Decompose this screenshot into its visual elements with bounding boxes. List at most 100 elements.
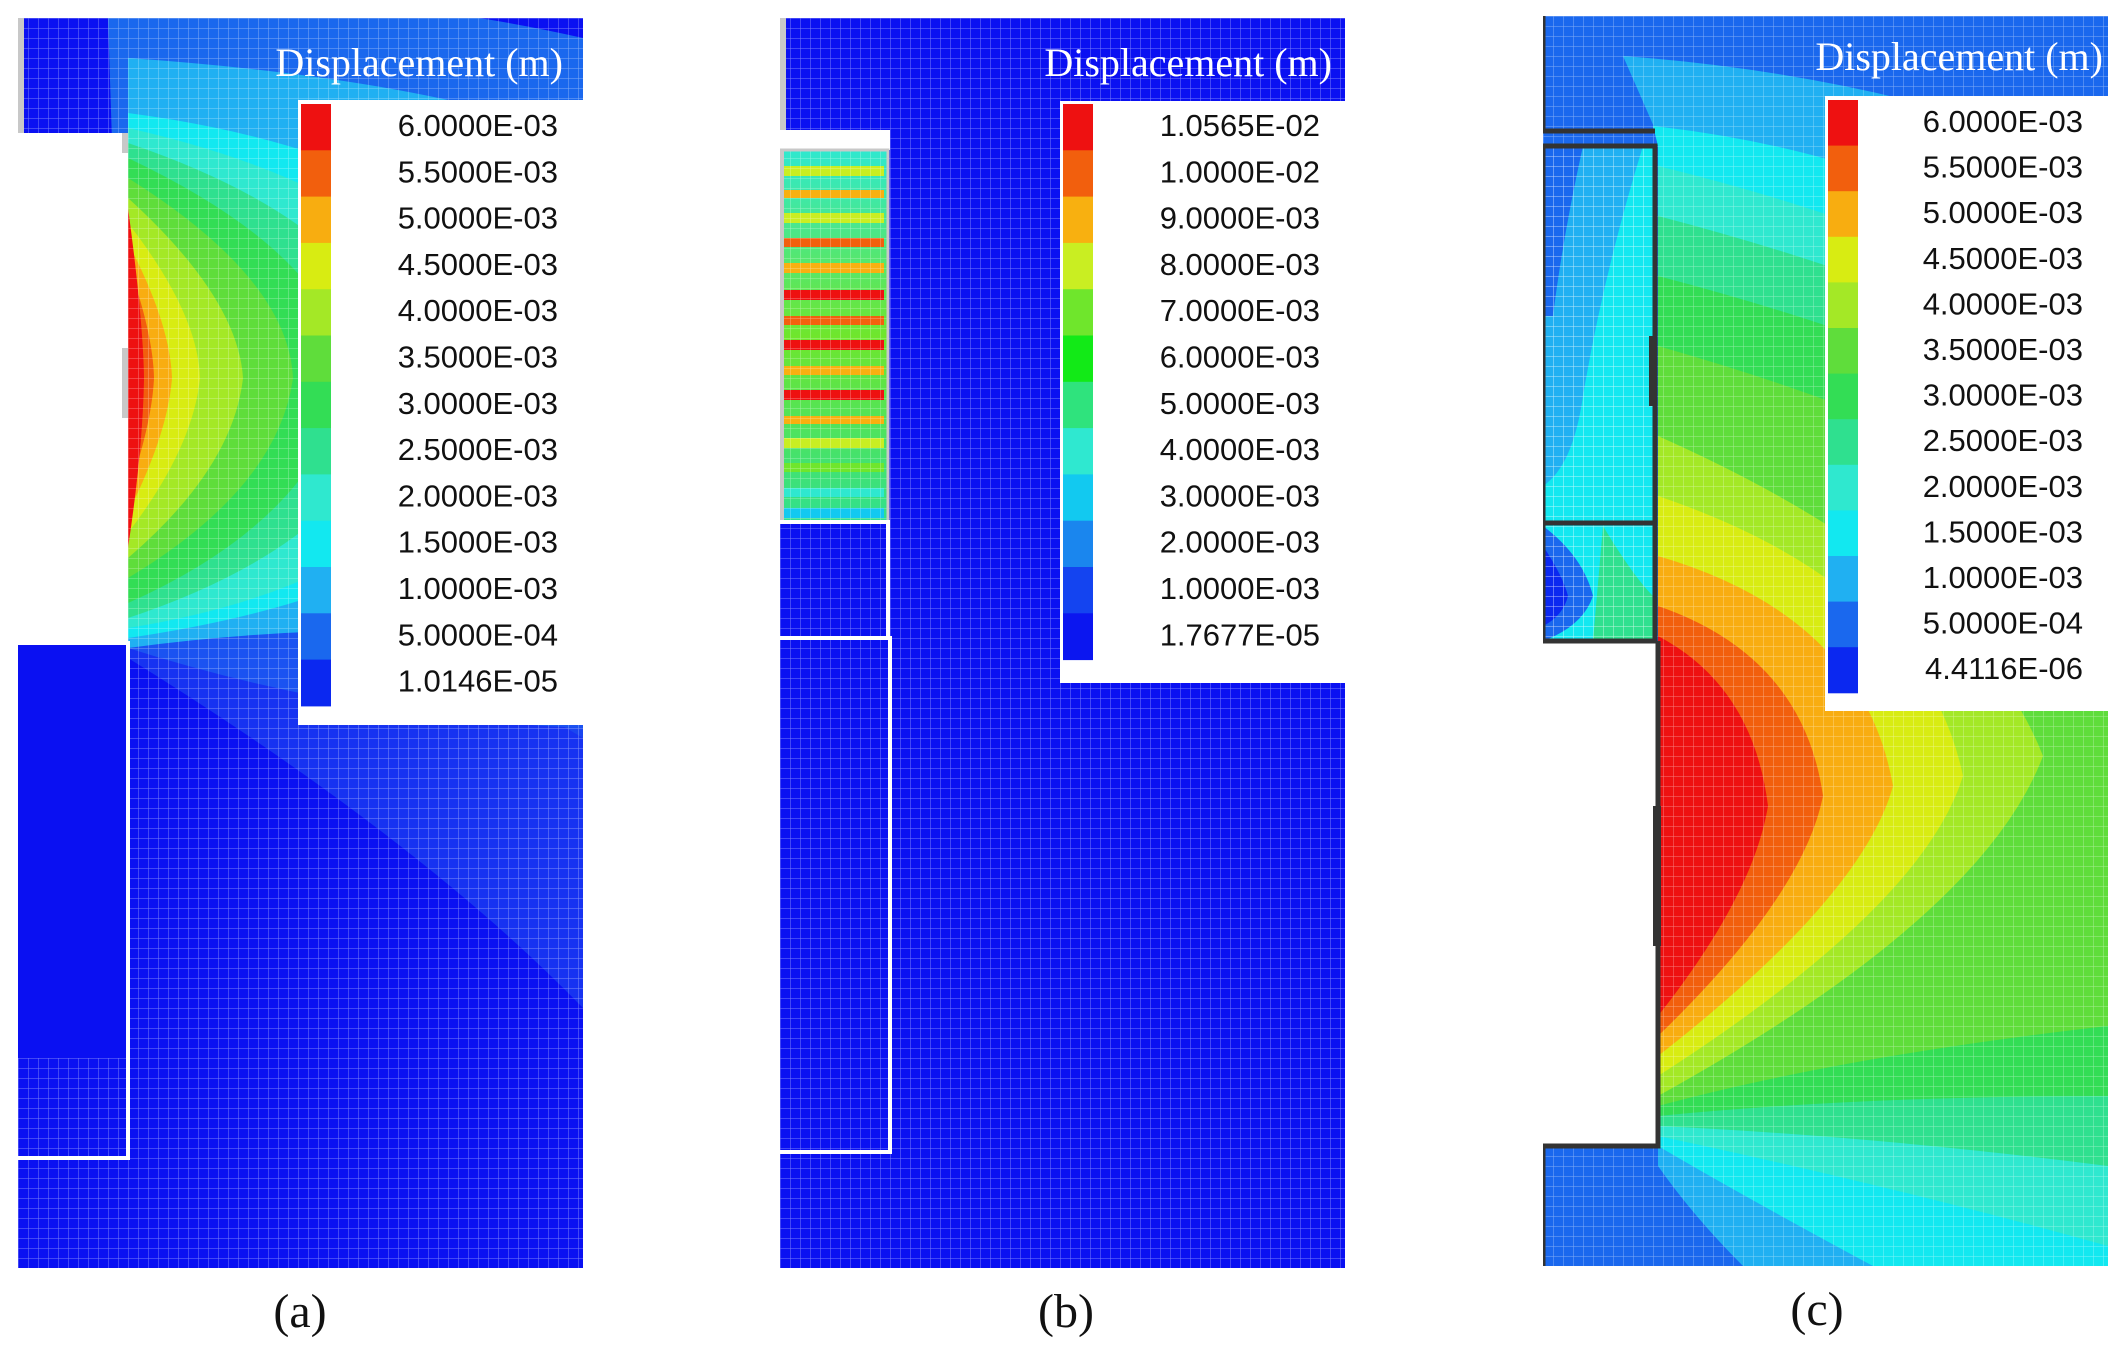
legend-swatch bbox=[301, 381, 331, 429]
legend-swatch bbox=[1063, 335, 1093, 383]
legend-label: 3.0000E-03 bbox=[1923, 378, 2083, 413]
legend-swatch bbox=[1828, 328, 1858, 375]
legend-swatch bbox=[301, 289, 331, 336]
legend-swatch bbox=[1828, 464, 1858, 511]
panel-c: 6.0000E-03 5.5000E-03 5.0000E-03 4.5000E-03… bbox=[1543, 16, 2108, 1334]
legend-swatch bbox=[1063, 567, 1093, 614]
support-outline bbox=[18, 641, 130, 1160]
legend-swatch bbox=[1828, 100, 1858, 147]
legend-label: 1.0000E-03 bbox=[1923, 560, 2083, 595]
legend-swatch bbox=[301, 150, 331, 198]
legend-label: 6.0000E-03 bbox=[1160, 340, 1320, 375]
legend-title: Displacement (m) bbox=[1815, 34, 2103, 79]
legend-swatch bbox=[1063, 242, 1093, 290]
legend-swatch bbox=[301, 474, 331, 522]
panel-b-plot: 1.0565E-02 1.0000E-02 9.0000E-03 8.0000E-03… bbox=[780, 18, 1345, 1268]
banded-column bbox=[782, 150, 888, 522]
support-outline bbox=[780, 636, 892, 1154]
legend-swatch bbox=[1063, 520, 1093, 568]
legend-label: 2.0000E-03 bbox=[1923, 469, 2083, 504]
legend-swatch bbox=[1063, 150, 1093, 198]
legend-label: 5.0000E-04 bbox=[398, 617, 558, 652]
legend-label: 1.0000E-03 bbox=[398, 571, 558, 606]
panel-a: 6.0000E-03 5.5000E-03 5.0000E-03 4.5000E-03… bbox=[18, 18, 583, 1336]
legend-label: 5.0000E-03 bbox=[1160, 386, 1320, 421]
legend-swatch bbox=[1828, 373, 1858, 420]
legend-label: 2.5000E-03 bbox=[398, 432, 558, 467]
legend-label: 1.0000E-02 bbox=[1160, 154, 1320, 189]
legend-label: 1.5000E-03 bbox=[398, 525, 558, 560]
legend-label: 4.4116E-06 bbox=[1925, 651, 2083, 686]
legend-swatch bbox=[1063, 474, 1093, 522]
legend-b: 1.0565E-02 1.0000E-02 9.0000E-03 8.0000E-03… bbox=[1044, 40, 1345, 683]
excavation-void bbox=[1543, 641, 1658, 1146]
legend-swatch bbox=[1828, 236, 1858, 283]
legend-label: 2.0000E-03 bbox=[398, 478, 558, 513]
legend-label: 4.0000E-03 bbox=[398, 293, 558, 328]
legend-box bbox=[1060, 101, 1345, 683]
legend-swatch bbox=[1828, 191, 1858, 238]
legend-swatch bbox=[1063, 289, 1093, 336]
legend-box bbox=[298, 100, 583, 725]
legend-swatch bbox=[1828, 419, 1858, 466]
legend-swatch bbox=[301, 242, 331, 290]
legend-swatch bbox=[301, 428, 331, 475]
legend-label: 5.0000E-03 bbox=[398, 201, 558, 236]
legend-label: 8.0000E-03 bbox=[1160, 247, 1320, 282]
legend-label: 4.0000E-03 bbox=[1923, 286, 2083, 321]
legend-swatch bbox=[301, 567, 331, 614]
legend-label: 5.5000E-03 bbox=[398, 154, 558, 189]
legend-label: 3.5000E-03 bbox=[398, 340, 558, 375]
legend-title: Displacement (m) bbox=[1044, 40, 1332, 85]
legend-label: 4.5000E-03 bbox=[1923, 241, 2083, 276]
legend-swatch bbox=[1828, 282, 1858, 329]
legend-swatch bbox=[1828, 647, 1858, 694]
legend-label: 1.5000E-03 bbox=[1923, 514, 2083, 549]
legend-label: 5.0000E-04 bbox=[1923, 606, 2083, 641]
legend-label: 5.5000E-03 bbox=[1923, 150, 2083, 185]
legend-swatch bbox=[301, 613, 331, 661]
legend-title: Displacement (m) bbox=[275, 40, 563, 85]
legend-label: 6.0000E-03 bbox=[398, 108, 558, 143]
legend-label: 1.0146E-05 bbox=[398, 664, 558, 699]
legend-label: 3.0000E-03 bbox=[398, 386, 558, 421]
legend-label: 4.0000E-03 bbox=[1160, 432, 1320, 467]
panel-a-plot: 6.0000E-03 5.5000E-03 5.0000E-03 4.5000E-03… bbox=[18, 18, 583, 1268]
legend-label: 1.0565E-02 bbox=[1160, 108, 1320, 143]
excavation-void bbox=[18, 133, 128, 643]
legend-label: 3.0000E-03 bbox=[1160, 478, 1320, 513]
legend-label: 5.0000E-03 bbox=[1923, 195, 2083, 230]
legend-label: 1.0000E-03 bbox=[1160, 571, 1320, 606]
legend-swatch bbox=[1828, 510, 1858, 557]
legend-swatch bbox=[1828, 145, 1858, 192]
legend-label: 4.5000E-03 bbox=[398, 247, 558, 282]
panel-c-plot: 6.0000E-03 5.5000E-03 5.0000E-03 4.5000E-03… bbox=[1543, 16, 2108, 1266]
legend-a: 6.0000E-03 5.5000E-03 5.0000E-03 4.5000E-03… bbox=[275, 40, 583, 725]
legend-swatch bbox=[1828, 601, 1858, 648]
panel-caption: (c) bbox=[1790, 1283, 1844, 1336]
legend-label: 1.7677E-05 bbox=[1160, 617, 1320, 652]
legend-swatch bbox=[301, 659, 331, 707]
legend-label: 7.0000E-03 bbox=[1160, 293, 1320, 328]
legend-label: 9.0000E-03 bbox=[1160, 201, 1320, 236]
legend-swatch bbox=[301, 335, 331, 383]
legend-box bbox=[1825, 96, 2108, 711]
legend-swatch bbox=[301, 520, 331, 568]
legend-swatch bbox=[1063, 428, 1093, 475]
legend-swatch bbox=[1063, 613, 1093, 661]
panel-caption: (b) bbox=[1038, 1285, 1094, 1338]
panel-caption: (a) bbox=[273, 1285, 327, 1338]
legend-swatch bbox=[1063, 104, 1093, 151]
legend-label: 2.0000E-03 bbox=[1160, 525, 1320, 560]
legend-label: 6.0000E-03 bbox=[1923, 104, 2083, 139]
legend-c: 6.0000E-03 5.5000E-03 5.0000E-03 4.5000E-03… bbox=[1815, 34, 2108, 711]
panel-b: 1.0565E-02 1.0000E-02 9.0000E-03 8.0000E-03… bbox=[780, 18, 1345, 1336]
legend-swatch bbox=[1063, 381, 1093, 429]
legend-swatch bbox=[301, 196, 331, 244]
legend-label: 3.5000E-03 bbox=[1923, 332, 2083, 367]
legend-swatch bbox=[1063, 196, 1093, 244]
legend-label: 2.5000E-03 bbox=[1923, 423, 2083, 458]
legend-swatch bbox=[1828, 556, 1858, 603]
legend-swatch bbox=[301, 104, 331, 151]
